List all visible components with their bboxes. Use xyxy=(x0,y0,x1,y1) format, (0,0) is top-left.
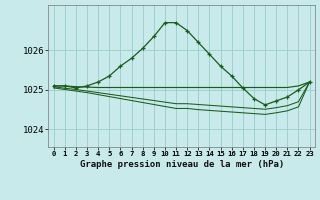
X-axis label: Graphe pression niveau de la mer (hPa): Graphe pression niveau de la mer (hPa) xyxy=(79,160,284,169)
